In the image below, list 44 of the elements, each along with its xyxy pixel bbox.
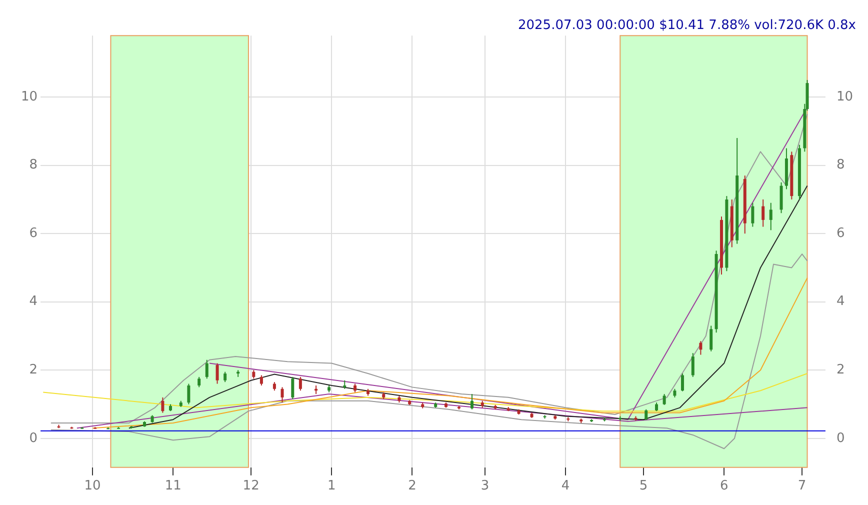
candlestick	[205, 359, 208, 380]
y2-tick-label: 2	[836, 362, 845, 378]
x-tick-label: 12	[242, 478, 260, 494]
candlestick	[291, 376, 294, 400]
y2-tick-label: 4	[836, 294, 845, 310]
x-tick-label: 4	[561, 478, 570, 494]
y-tick-label: 0	[29, 430, 38, 446]
y2-tick-label: 8	[836, 158, 845, 173]
candlestick	[699, 340, 702, 356]
candlestick	[644, 408, 648, 420]
chart-title: 2025.07.03 00:00:00 $10.41 7.88% vol:720.6K 0.8x	[518, 18, 856, 34]
candlestick	[691, 352, 694, 378]
candlestick	[780, 182, 783, 214]
candlestick	[662, 394, 666, 406]
y-tick-label: 10	[20, 89, 38, 104]
x-tick-label: 6	[720, 478, 728, 494]
candlestick	[769, 202, 772, 231]
x-tick-label: 11	[164, 478, 182, 494]
y-tick-label: 2	[29, 362, 38, 378]
candlestick	[187, 383, 190, 405]
x-tick-label: 7	[798, 478, 806, 494]
candlestick	[161, 396, 164, 414]
candlestick	[470, 394, 474, 410]
candlestick	[751, 202, 754, 228]
y-tick-label: 4	[29, 294, 38, 310]
y2-tick-label: 10	[836, 89, 854, 104]
x-tick-label: 1	[327, 478, 336, 494]
candlestick	[280, 386, 284, 404]
candlestick	[216, 362, 219, 384]
candlestick	[224, 371, 227, 383]
y2-tick-label: 6	[836, 226, 845, 241]
x-tick-label: 5	[639, 478, 648, 494]
y-tick-label: 8	[29, 158, 38, 173]
y-tick-label: 6	[29, 226, 38, 241]
candlestick	[260, 374, 263, 386]
candlestick	[710, 325, 713, 352]
candlestick	[681, 373, 684, 392]
candlestick	[298, 376, 302, 392]
x-tick-label: 10	[84, 478, 101, 494]
x-tick-label: 2	[408, 478, 416, 494]
candlestick	[198, 376, 201, 388]
y2-tick-label: 0	[836, 430, 845, 446]
x-tick-label: 3	[480, 478, 490, 494]
candlestick	[762, 198, 765, 228]
